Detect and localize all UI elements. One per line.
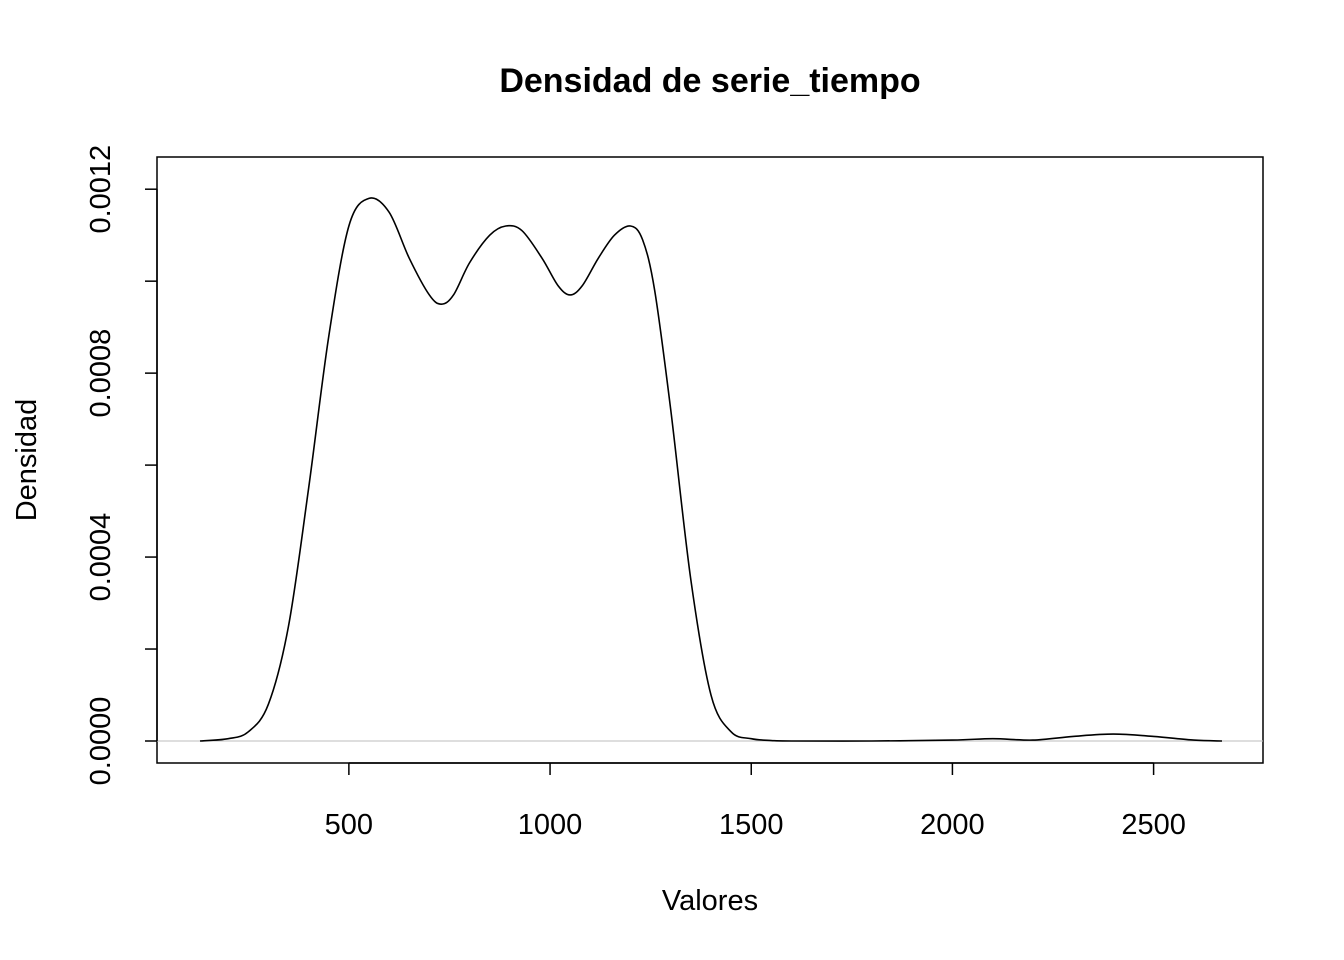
x-tick-label: 2000: [920, 809, 985, 841]
y-tick-label: 0.0012: [85, 145, 117, 234]
y-tick-label: 0.0008: [85, 329, 117, 418]
x-axis-label: Valores: [662, 885, 758, 917]
y-tick-label: 0.0004: [85, 513, 117, 602]
x-tick-label: 1000: [518, 809, 583, 841]
x-axis: 500 1000 1500 2000 2500: [325, 762, 1186, 841]
y-axis: 0.0000 0.0004 0.0008 0.0012: [85, 145, 158, 786]
chart-title: Densidad de serie_tiempo: [499, 62, 920, 100]
x-tick-label: 500: [325, 809, 373, 841]
x-tick-label: 2500: [1121, 809, 1186, 841]
x-tick-label: 1500: [719, 809, 784, 841]
y-axis-label: Densidad: [11, 399, 43, 522]
y-tick-label: 0.0000: [85, 697, 117, 786]
plot-frame: [156, 156, 1264, 764]
density-line: [199, 197, 1223, 742]
